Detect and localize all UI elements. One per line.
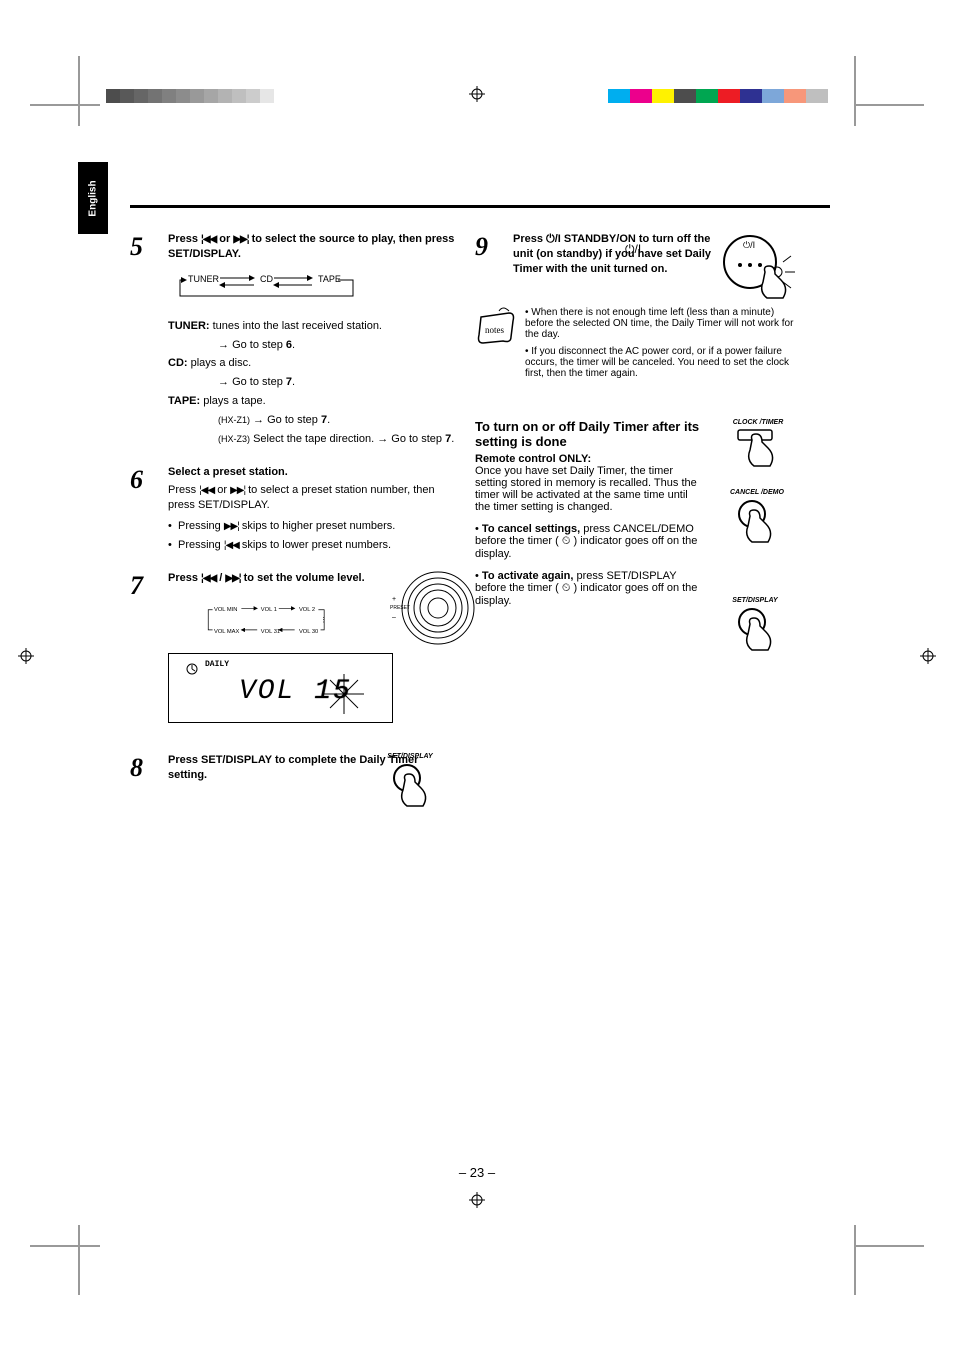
crop-mark	[30, 1245, 100, 1247]
language-tab: English	[78, 162, 108, 234]
step5-tape-line: TAPE: plays a tape.	[168, 394, 460, 409]
step-8: 8 Press SET/DISPLAY to complete the Dail…	[130, 753, 460, 783]
step-6: 6 Select a preset station. Press ¦◀◀ or …	[130, 465, 460, 553]
step6-heading: Select a preset station.	[168, 465, 460, 480]
step6-bullet-1: •Pressing ▶▶¦ skips to higher preset num…	[180, 519, 460, 534]
step5-cd-line: CD: plays a disc.	[168, 356, 460, 371]
step5-tuner-line: TUNER: tunes into the last received stat…	[168, 319, 460, 334]
button-label: CLOCK /TIMER	[730, 419, 786, 426]
finger-press-icon	[730, 604, 780, 654]
step-9: 9 Press ⏻/I STANDBY/ON to turn off the u…	[475, 232, 805, 277]
step-7: 7 Press ¦◀◀ / ▶▶¦ to set the volume leve…	[130, 571, 460, 723]
registration-mark	[469, 1192, 485, 1208]
next-icon: ▶▶¦	[230, 485, 245, 496]
notes-block: notes • When there is not enough time le…	[475, 307, 805, 379]
source-chain-diagram: TUNER CD TAPE	[168, 270, 460, 309]
step5-tuner-goto: → Go to step 6.	[218, 338, 460, 353]
lcd-daily-label: DAILY	[205, 660, 229, 669]
crop-mark	[78, 56, 80, 126]
afterset-cancel: • To cancel settings, press CANCEL/DEMO …	[475, 523, 705, 560]
svg-text:VOL MIN: VOL MIN	[214, 607, 237, 613]
next-icon: ▶▶¦	[224, 521, 239, 532]
notes-icon: notes	[475, 307, 519, 347]
svg-text:notes: notes	[485, 325, 504, 335]
step5-tape-goto2: (HX-Z3) Select the tape direction. → Go …	[218, 432, 460, 447]
svg-text:PRESET: PRESET	[390, 605, 410, 611]
svg-text:⋮: ⋮	[321, 617, 327, 623]
standby-button-figure: ⏻/I ⏻/I	[715, 232, 795, 305]
prev-icon: ¦◀◀	[199, 485, 214, 496]
jog-dial-figure: + PRESET –	[390, 563, 480, 656]
step-number: 9	[475, 232, 488, 262]
step-5: 5 Press ¦◀◀ or ▶▶¦ to select the source …	[130, 232, 460, 447]
svg-text:VOL MAX: VOL MAX	[214, 628, 240, 634]
standby-dial-icon: ⏻/I	[715, 232, 795, 302]
crop-mark	[854, 104, 924, 106]
left-column: 5 Press ¦◀◀ or ▶▶¦ to select the source …	[130, 232, 460, 800]
button-label: CANCEL /DEMO	[730, 489, 784, 496]
svg-text:VOL 2: VOL 2	[299, 607, 315, 613]
crop-mark	[854, 1245, 924, 1247]
crop-mark	[854, 1225, 856, 1295]
timer-icon	[185, 662, 205, 676]
prev-icon: ¦◀◀	[201, 573, 216, 584]
step5-cd-goto: → Go to step 7.	[218, 375, 460, 390]
step-number: 5	[130, 232, 143, 262]
page-number: – 23 –	[0, 1165, 954, 1180]
set-display-button-figure: SET/DISPLAY	[730, 597, 780, 657]
svg-text:VOL 1: VOL 1	[261, 607, 277, 613]
step5-tape-goto1: (HX-Z1) → Go to step 7.	[218, 413, 460, 428]
step9-heading: Press ⏻/I STANDBY/ON to turn off the uni…	[513, 232, 723, 277]
finger-press-rect-icon	[730, 426, 786, 472]
finger-press-icon	[730, 496, 780, 546]
svg-text:VOL 31: VOL 31	[261, 628, 280, 634]
step5-heading: Press ¦◀◀ or ▶▶¦ to select the source to…	[168, 232, 460, 262]
color-calibration-bar	[608, 89, 828, 103]
lcd-display: DAILY VOL 15	[168, 653, 393, 723]
svg-text:CD: CD	[260, 274, 273, 284]
registration-mark	[920, 648, 936, 664]
power-icon: ⏻/I	[625, 242, 641, 257]
crop-mark	[854, 56, 856, 126]
svg-text:TUNER: TUNER	[188, 274, 219, 284]
sparkle-icon	[324, 674, 364, 714]
prev-icon: ¦◀◀	[224, 540, 239, 551]
button-label: SET/DISPLAY	[730, 597, 780, 604]
registration-mark	[469, 86, 485, 102]
set-display-button-figure: SET/DISPLAY	[385, 753, 435, 813]
step-number: 7	[130, 571, 143, 601]
language-tab-label: English	[88, 180, 99, 216]
afterset-activate: • To activate again, press SET/DISPLAY b…	[475, 570, 705, 607]
registration-mark	[18, 648, 34, 664]
cancel-demo-button-figure: CANCEL /DEMO	[730, 489, 784, 549]
svg-text:VOL 30: VOL 30	[299, 628, 318, 634]
svg-text:TAPE: TAPE	[318, 274, 341, 284]
clock-timer-button-figure: CLOCK /TIMER	[730, 419, 786, 475]
crop-mark	[78, 1225, 80, 1295]
prev-icon: ¦◀◀	[201, 234, 216, 245]
note-2: • If you disconnect the AC power cord, o…	[525, 346, 805, 379]
section-rule	[130, 205, 830, 208]
svg-text:+: +	[392, 596, 396, 603]
afterset-heading: To turn on or off Daily Timer after its …	[475, 419, 705, 449]
right-column: 9 Press ⏻/I STANDBY/ON to turn off the u…	[475, 232, 805, 607]
step6-body: Press ¦◀◀ or ▶▶¦ to select a preset stat…	[168, 483, 460, 513]
note-1: • When there is not enough time left (le…	[525, 307, 805, 340]
next-icon: ▶▶¦	[225, 573, 240, 584]
crop-mark	[30, 104, 100, 106]
gray-calibration-bar	[106, 89, 274, 103]
step6-bullet-2: •Pressing ¦◀◀ skips to lower preset numb…	[180, 538, 460, 553]
button-label: SET/DISPLAY	[385, 753, 435, 760]
finger-press-icon	[385, 760, 435, 810]
next-icon: ▶▶¦	[233, 234, 248, 245]
afterset-section: To turn on or off Daily Timer after its …	[475, 419, 805, 607]
step-number: 6	[130, 465, 143, 495]
svg-text:–: –	[392, 614, 396, 621]
step-number: 8	[130, 753, 143, 783]
afterset-body: Once you have set Daily Timer, the timer…	[475, 465, 705, 513]
svg-text:⏻/I: ⏻/I	[743, 240, 755, 250]
